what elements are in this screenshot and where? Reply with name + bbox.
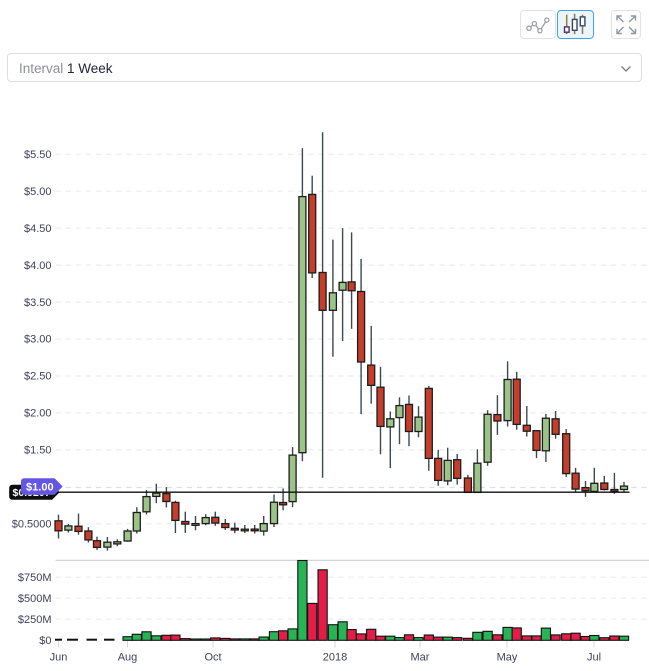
svg-text:$5.50: $5.50 — [24, 149, 52, 161]
svg-text:$3.00: $3.00 — [24, 334, 52, 346]
svg-text:$750M: $750M — [18, 572, 52, 584]
svg-text:$5.00: $5.00 — [24, 186, 52, 198]
svg-text:$1.00: $1.00 — [26, 482, 54, 494]
svg-text:$2.00: $2.00 — [24, 408, 52, 420]
svg-text:Jul: Jul — [587, 652, 601, 664]
svg-text:$4.50: $4.50 — [24, 223, 52, 235]
svg-text:$250M: $250M — [18, 614, 52, 626]
svg-text:$4.00: $4.00 — [24, 260, 52, 272]
svg-text:Jun: Jun — [50, 652, 68, 664]
svg-text:May: May — [497, 652, 518, 664]
svg-text:$1.50: $1.50 — [24, 445, 52, 457]
svg-text:Aug: Aug — [118, 652, 138, 664]
svg-text:$500M: $500M — [18, 593, 52, 605]
svg-text:Oct: Oct — [204, 652, 221, 664]
svg-text:Mar: Mar — [411, 652, 430, 664]
svg-text:$0: $0 — [39, 635, 51, 647]
svg-text:2018: 2018 — [323, 652, 347, 664]
svg-text:$2.50: $2.50 — [24, 371, 52, 383]
svg-text:$3.50: $3.50 — [24, 297, 52, 309]
svg-text:$0.5000: $0.5000 — [12, 518, 52, 530]
